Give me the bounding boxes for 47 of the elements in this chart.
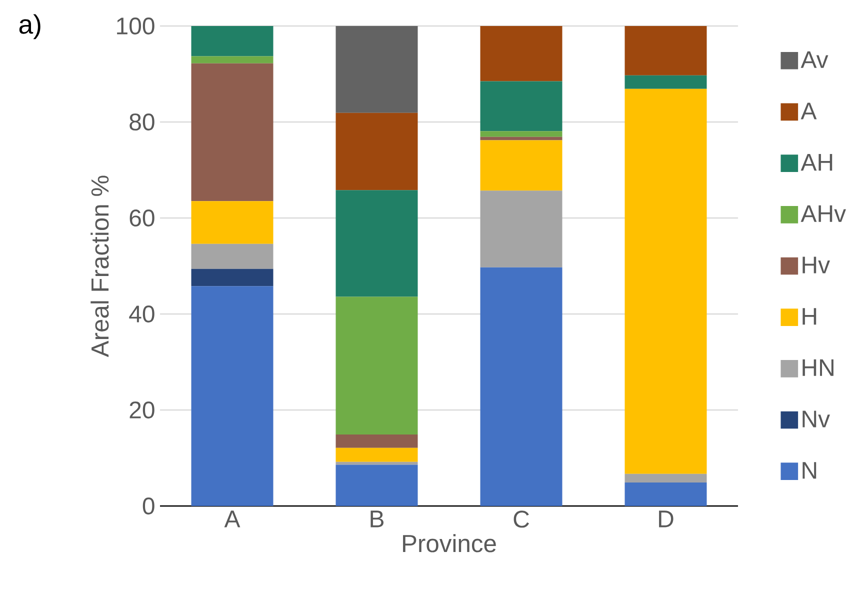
x-tick-label: A xyxy=(224,510,240,528)
text: a) xyxy=(19,14,40,40)
bar xyxy=(624,75,707,89)
bar xyxy=(624,88,707,474)
bar xyxy=(624,26,707,76)
legend-label: A xyxy=(800,102,817,120)
y-tick-label: 0 xyxy=(142,497,154,514)
bar xyxy=(191,201,274,244)
bar xyxy=(480,140,562,191)
bar xyxy=(191,244,274,269)
bar xyxy=(480,267,562,506)
y-axis-title: Areal Fraction % xyxy=(90,176,109,358)
bar xyxy=(480,26,562,82)
x-tick-label: C xyxy=(514,510,529,528)
bar xyxy=(336,26,418,113)
legend-label: AH xyxy=(800,154,832,171)
y-tick-label: 100 xyxy=(117,17,154,34)
bar xyxy=(336,296,418,434)
bar xyxy=(336,464,418,506)
y-tick-label: 60 xyxy=(130,209,154,226)
x-tick-label: D xyxy=(659,510,674,528)
bar xyxy=(191,268,274,286)
bar xyxy=(624,482,707,506)
legend-label: AHv xyxy=(800,205,846,222)
legend-label: H xyxy=(802,308,816,325)
bar xyxy=(624,474,707,482)
x-tick-label: B xyxy=(370,510,384,528)
bar xyxy=(336,434,418,448)
bar xyxy=(336,190,418,297)
y-tick-label: 20 xyxy=(130,401,154,418)
x-axis-title: Province xyxy=(403,534,496,552)
legend-label: Hv xyxy=(802,256,830,274)
bar xyxy=(191,63,274,202)
y-tick-label: 80 xyxy=(130,113,154,130)
legend-label: Av xyxy=(800,51,828,68)
legend-label: N xyxy=(802,462,816,479)
bar xyxy=(480,190,562,268)
bar xyxy=(191,26,274,56)
bar xyxy=(480,131,562,137)
y-tick-label: 40 xyxy=(129,305,154,322)
bar xyxy=(336,112,418,190)
bar xyxy=(191,286,274,506)
legend-label: Nv xyxy=(802,410,830,428)
legend-label: HN xyxy=(802,359,834,376)
bar xyxy=(191,56,274,64)
bar xyxy=(336,448,418,462)
bar xyxy=(480,81,562,132)
